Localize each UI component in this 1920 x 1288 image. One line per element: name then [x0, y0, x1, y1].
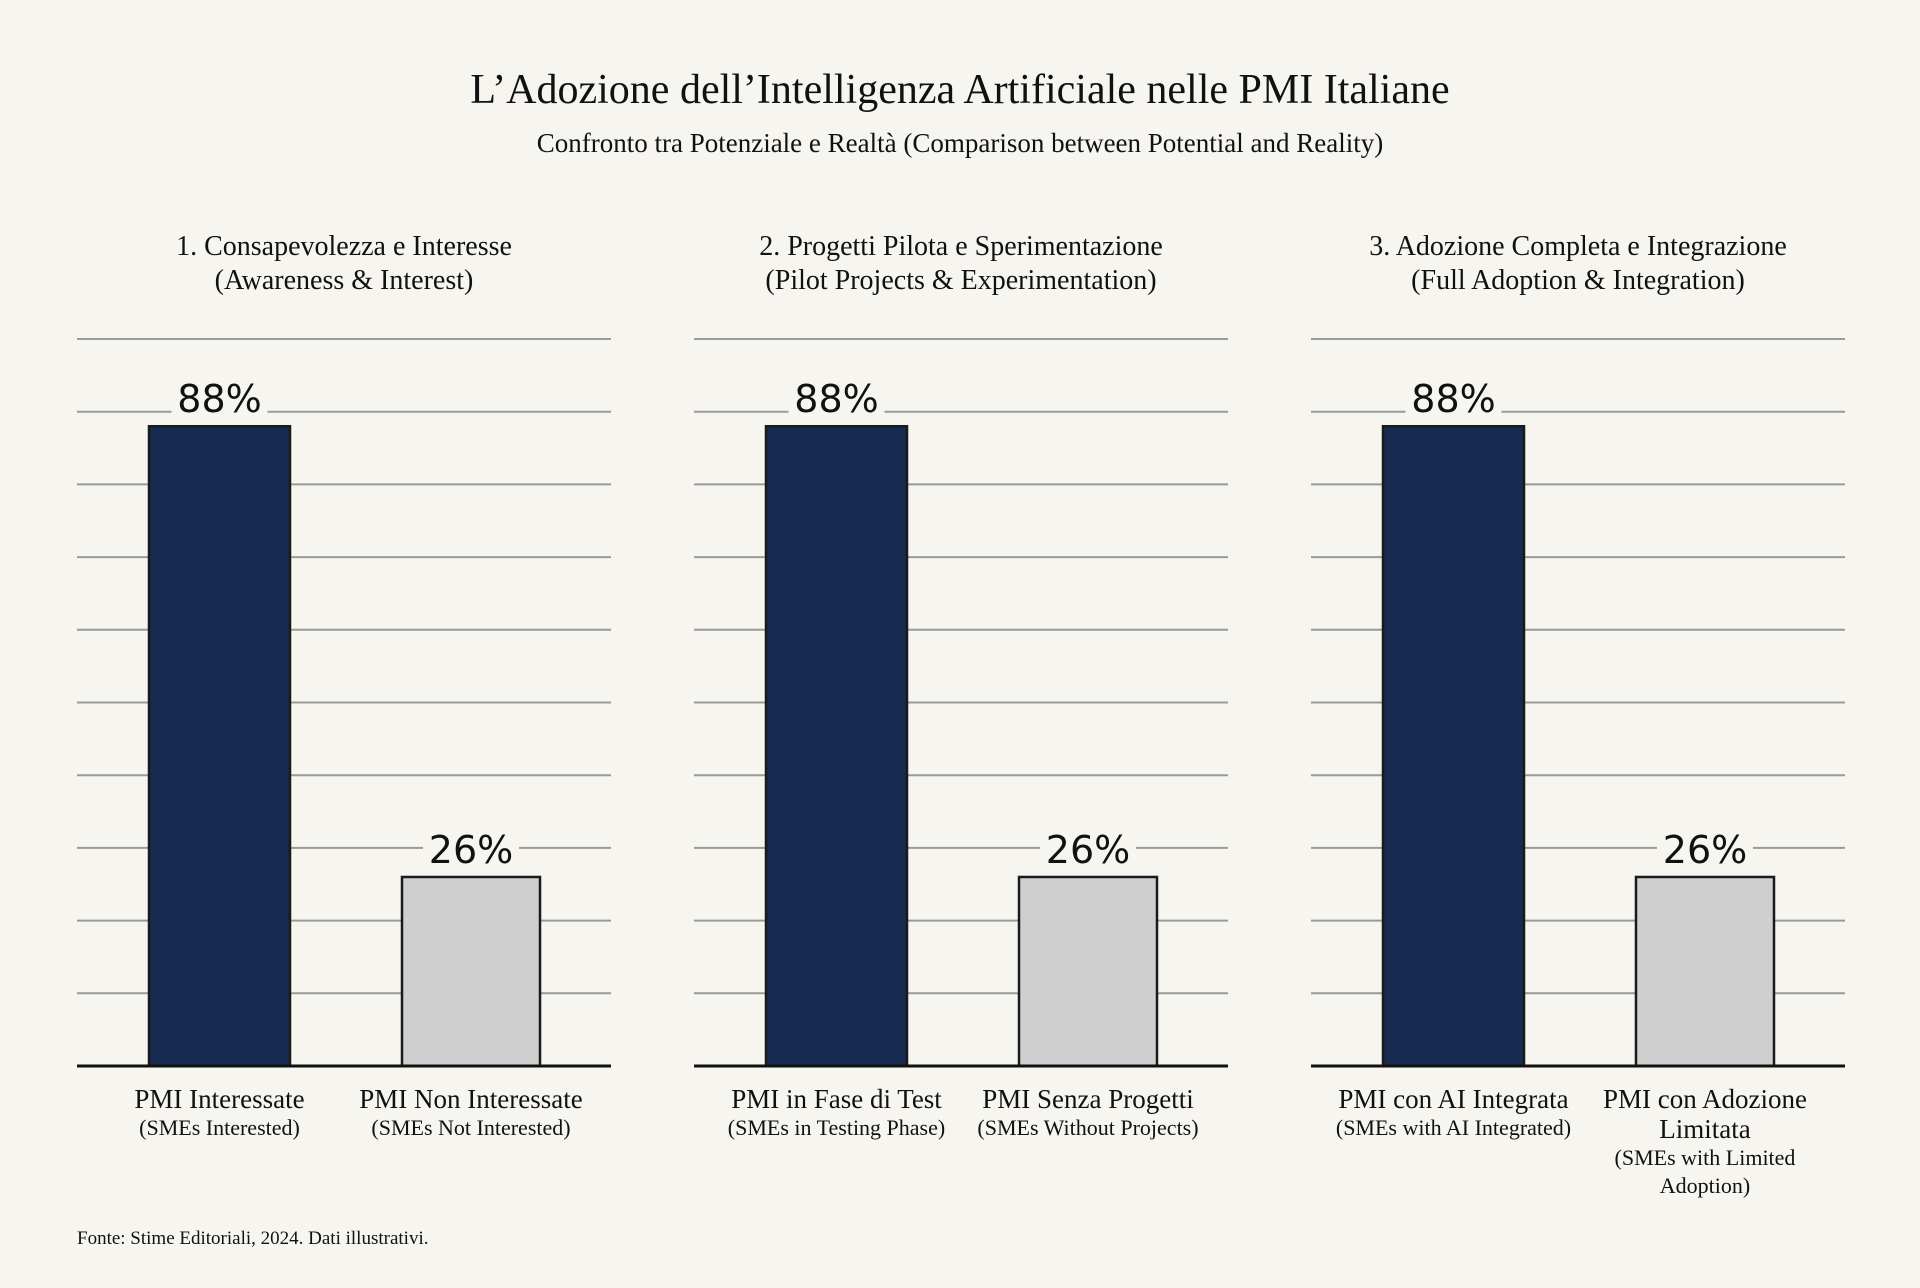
- value-label: 26%: [1663, 828, 1747, 872]
- source-note: Fonte: Stime Editoriali, 2024. Dati illu…: [77, 1228, 429, 1249]
- category-label-it: PMI Senza Progetti: [982, 1084, 1194, 1114]
- category-label-en: (SMEs with AI Integrated): [1335, 1115, 1572, 1140]
- category-label-it: PMI Non Interessate: [359, 1084, 583, 1114]
- panel-title: 3. Adozione Completa e Integrazione (Full…: [1268, 230, 1888, 298]
- bar: [1634, 875, 1776, 1068]
- panel-title-en: (Full Adoption & Integration): [1411, 265, 1745, 296]
- value-label-bg: [1657, 826, 1753, 869]
- category-label: PMI Non Interessate (SMEs Not Interested): [346, 1084, 596, 1142]
- bar: [1017, 875, 1159, 1068]
- category-label: PMI in Fase di Test (SMEs in Testing Phas…: [712, 1084, 962, 1142]
- category-label-en: (SMEs in Testing Phase): [727, 1115, 946, 1140]
- panel-title-en: (Awareness & Interest): [214, 265, 474, 296]
- value-label: 88%: [1411, 377, 1495, 421]
- category-label-en: (SMEs Interested): [139, 1115, 300, 1140]
- category-label: PMI con AI Integrata (SMEs with AI Integr…: [1329, 1084, 1579, 1142]
- bar: [400, 875, 542, 1068]
- value-label-bg: [1405, 376, 1502, 419]
- category-label-it: PMI in Fase di Test: [731, 1084, 942, 1114]
- panel-title-it: 2. Progetti Pilota e Sperimentazione: [759, 231, 1163, 262]
- category-label: PMI Interessate (SMEs Interested): [95, 1084, 345, 1142]
- bar: [764, 424, 909, 1068]
- value-label-bg: [171, 376, 268, 419]
- value-label-bg: [788, 376, 885, 419]
- category-label-en: (SMEs Without Projects): [977, 1115, 1199, 1140]
- bar: [147, 424, 292, 1068]
- category-label: PMI Senza Progetti (SMEs Without Projects…: [963, 1084, 1213, 1142]
- bar: [1381, 424, 1526, 1068]
- value-label: 26%: [429, 828, 513, 872]
- value-label-bg: [1040, 826, 1136, 869]
- panel-title: 2. Progetti Pilota e Sperimentazione (Pil…: [651, 230, 1271, 298]
- chart-subtitle: Confronto tra Potenziale e Realtà (Compa…: [536, 128, 1384, 158]
- value-label: 88%: [794, 377, 878, 421]
- panel-title-it: 3. Adozione Completa e Integrazione: [1369, 231, 1787, 262]
- value-label: 88%: [177, 377, 261, 421]
- category-label-en: (SMEs Not Interested): [371, 1115, 571, 1140]
- panel-title-it: 1. Consapevolezza e Interesse: [176, 231, 512, 262]
- category-label-it: PMI con AI Integrata: [1338, 1084, 1569, 1114]
- panel-title: 1. Consapevolezza e Interesse (Awareness …: [34, 230, 654, 298]
- category-label-en: (SMEs with Limited Adoption): [1614, 1145, 1796, 1198]
- category-label-it: PMI Interessate: [134, 1084, 305, 1114]
- chart-title: L’Adozione dell’Intelligenza Artificiale…: [470, 67, 1450, 113]
- panel-title-en: (Pilot Projects & Experimentation): [765, 265, 1157, 296]
- category-label-it: PMI con Adozione Limitata: [1603, 1084, 1807, 1144]
- value-label-bg: [423, 826, 519, 869]
- category-label: PMI con Adozione Limitata (SMEs with Limi…: [1580, 1084, 1830, 1200]
- value-label: 26%: [1046, 828, 1130, 872]
